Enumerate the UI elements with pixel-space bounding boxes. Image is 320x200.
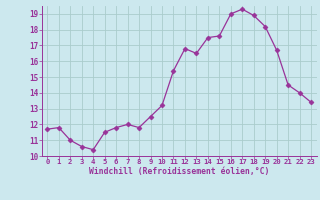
X-axis label: Windchill (Refroidissement éolien,°C): Windchill (Refroidissement éolien,°C) bbox=[89, 167, 269, 176]
